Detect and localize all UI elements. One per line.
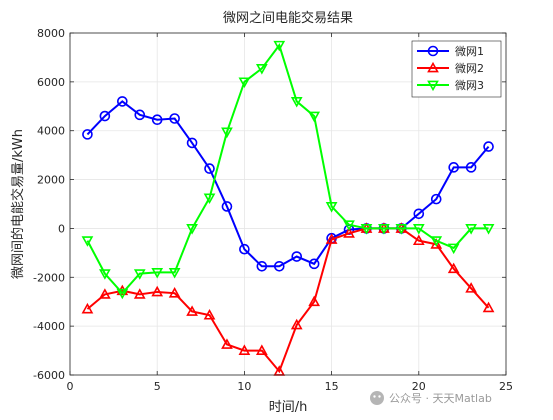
data-point-series-1: [134, 109, 146, 121]
legend-marker-1: [427, 45, 439, 57]
data-point-series-2: [482, 301, 495, 313]
x-tick-label: 0: [67, 380, 74, 393]
data-point-series-3: [99, 269, 111, 280]
legend-label-2: 微网2: [455, 61, 484, 75]
data-point-series-1: [273, 260, 285, 272]
data-point-series-3: [482, 224, 495, 235]
x-tick-label: 15: [325, 380, 339, 393]
data-point-series-2: [343, 227, 355, 238]
wechat-logo-eye-left: [373, 395, 376, 398]
y-tick-label: 6000: [37, 76, 65, 89]
data-point-series-3: [81, 236, 94, 247]
data-point-series-3: [465, 224, 477, 235]
data-point-series-3: [168, 267, 181, 279]
plot-frame: [69, 32, 507, 376]
data-point-series-2: [290, 318, 303, 330]
y-axis-label: 微网间的电能交易量/kWh: [10, 129, 26, 279]
data-point-series-3: [290, 97, 303, 108]
data-point-series-3: [186, 224, 198, 235]
data-point-series-2: [412, 234, 425, 246]
y-tick-label: 8000: [37, 27, 65, 40]
data-point-series-3: [325, 202, 338, 213]
data-point-series-3: [255, 64, 268, 75]
x-tick-label: 5: [154, 380, 161, 393]
data-point-series-2: [168, 287, 181, 298]
data-point-series-2: [186, 305, 198, 316]
data-point-series-3: [133, 269, 146, 280]
data-point-series-1: [239, 243, 250, 255]
wechat-logo-icon: [370, 391, 384, 405]
data-point-series-3: [151, 267, 164, 279]
data-point-series-2: [430, 238, 443, 249]
x-tick-label: 10: [237, 380, 251, 393]
data-point-series-1: [483, 141, 494, 152]
data-point-series-3: [430, 236, 443, 247]
x-tick-label: 25: [499, 380, 513, 393]
data-point-series-1: [256, 260, 268, 272]
y-tick-label: 0: [58, 222, 65, 235]
wechat-logo-eye-right: [378, 395, 381, 398]
data-point-series-1: [430, 193, 442, 205]
data-point-series-3: [343, 220, 355, 231]
data-point-series-3: [378, 224, 390, 235]
chart-title: 微网之间电能交易结果: [223, 10, 353, 26]
data-point-series-1: [151, 114, 163, 126]
data-point-series-1: [99, 110, 111, 122]
data-point-series-3: [238, 77, 251, 89]
data-point-series-1: [117, 96, 128, 107]
data-point-series-2: [203, 309, 216, 320]
legend-label-1: 微网1: [455, 44, 484, 58]
y-tick-label: -2000: [33, 271, 65, 284]
x-tick-label: 20: [412, 380, 426, 393]
data-point-series-2: [325, 233, 338, 244]
data-point-series-2: [238, 344, 251, 355]
data-point-series-1: [413, 208, 425, 220]
series-layer: [81, 40, 495, 376]
data-point-series-2: [465, 282, 477, 293]
data-point-series-2: [81, 302, 94, 314]
data-point-series-1: [82, 129, 93, 140]
data-point-series-1: [308, 258, 320, 270]
data-point-series-1: [169, 113, 180, 124]
y-tick-label: 2000: [37, 174, 65, 187]
series-3: [81, 40, 495, 300]
data-point-series-3: [360, 224, 373, 235]
data-point-series-3: [447, 243, 460, 255]
data-point-series-2: [447, 262, 460, 274]
watermark-text: 公众号 · 天天Matlab: [389, 392, 492, 405]
data-point-series-1: [204, 163, 215, 174]
data-point-series-1: [221, 201, 233, 212]
data-point-series-3: [203, 193, 216, 205]
data-point-series-2: [99, 288, 111, 299]
legend-marker-2: [427, 61, 439, 73]
data-point-series-2: [133, 288, 146, 299]
legend-label-3: 微网3: [455, 78, 484, 92]
series-line-1: [86, 100, 490, 268]
watermark: 公众号 · 天天Matlab: [370, 391, 492, 405]
data-point-series-2: [255, 344, 268, 355]
data-point-series-1: [448, 162, 459, 173]
y-tick-label: -6000: [33, 369, 65, 382]
data-point-series-3: [412, 224, 425, 235]
tick-labels: 0 5 10 15 20 25 -6000 -4000 -2000 0 2000 4000 6000 80…: [33, 27, 513, 393]
x-axis-label: 时间/h: [269, 400, 308, 415]
data-point-series-2: [308, 295, 321, 307]
data-point-series-3: [221, 127, 233, 139]
data-point-series-3: [116, 288, 129, 300]
legend-marker-3: [427, 80, 439, 92]
data-point-series-2: [221, 338, 233, 349]
data-point-series-3: [395, 224, 408, 235]
legend: 微网1 微网2 微网3: [411, 40, 502, 98]
data-point-series-1: [186, 137, 198, 149]
data-point-series-2: [151, 285, 164, 297]
data-point-series-3: [273, 40, 286, 52]
data-point-series-1: [465, 162, 477, 173]
y-tick-label: 4000: [37, 125, 65, 138]
y-tick-label: -4000: [33, 320, 65, 333]
data-point-series-1: [291, 251, 303, 262]
data-point-series-3: [308, 111, 321, 123]
